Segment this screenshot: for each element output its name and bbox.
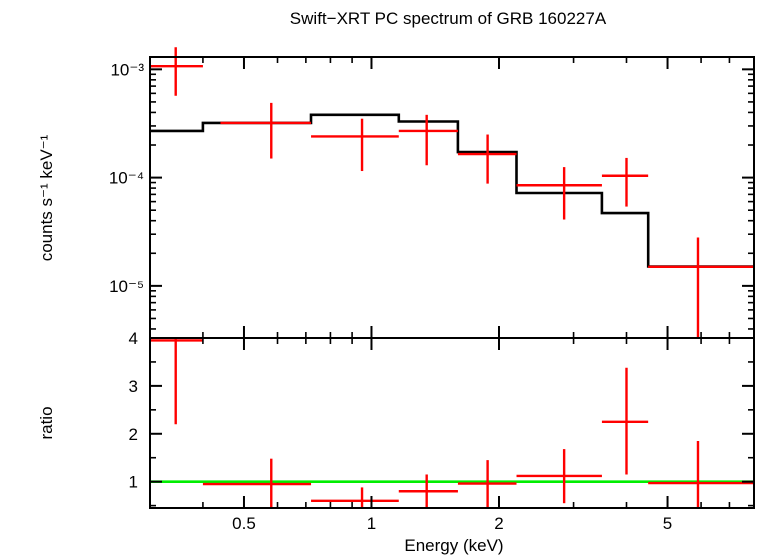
data-point-8 [648,237,754,338]
ratio-point-3 [311,487,399,508]
ratio-y-tick-label: 4 [129,329,138,348]
ratio-point-7 [601,367,649,475]
chart-title: Swift−XRT PC spectrum of GRB 160227A [290,9,607,28]
spectrum-panel: 10⁻³ 10⁻⁴ 10⁻⁵ counts s⁻¹ keV⁻¹ [37,47,755,338]
ratio-panel: 1 2 3 4 0.5 1 2 5 ratio Energy (keV) [37,329,755,555]
spectrum-panel-frame [149,56,755,339]
spectrum-y-tick-label: 10⁻⁵ [109,277,144,296]
data-point-3 [311,118,399,172]
ratio-point-6 [516,449,602,504]
data-point-6 [516,167,602,220]
spectrum-y-axis-title: counts s⁻¹ keV⁻¹ [37,134,56,261]
ratio-y-tick-label: 1 [129,473,138,492]
ratio-point-1 [150,338,203,425]
ratio-y-axis-title: ratio [37,406,56,439]
data-point-5 [457,134,517,184]
data-point-4 [398,114,458,166]
data-point-1 [150,47,203,96]
panel-frames [149,56,755,509]
spectrum-y-axis: 10⁻³ 10⁻⁴ 10⁻⁵ [109,60,754,330]
ratio-x-axis: 0.5 1 2 5 [232,514,672,533]
ratio-y-tick-label: 2 [129,425,138,444]
x-axis-title: Energy (keV) [404,536,503,555]
data-point-2 [220,102,312,159]
x-tick-label: 1 [367,514,376,533]
spectrum-y-tick-label: 10⁻³ [110,60,144,79]
data-point-7 [601,157,649,207]
ratio-point-8 [648,440,754,508]
ratio-y-axis: 1 2 3 4 [129,329,754,507]
ratio-point-4 [398,474,458,508]
ratio-y-tick-label: 3 [129,377,138,396]
x-tick-label: 5 [663,514,672,533]
x-tick-label: 2 [494,514,503,533]
x-tick-label: 0.5 [232,514,256,533]
ratio-panel-frame [149,337,755,509]
spectrum-y-tick-label: 10⁻⁴ [109,169,144,188]
model-step-line [150,113,754,268]
spectrum-plot-area [149,47,755,338]
ratio-point-5 [457,460,517,508]
ratio-point-2 [202,458,312,508]
ratio-plot-area [149,338,755,508]
